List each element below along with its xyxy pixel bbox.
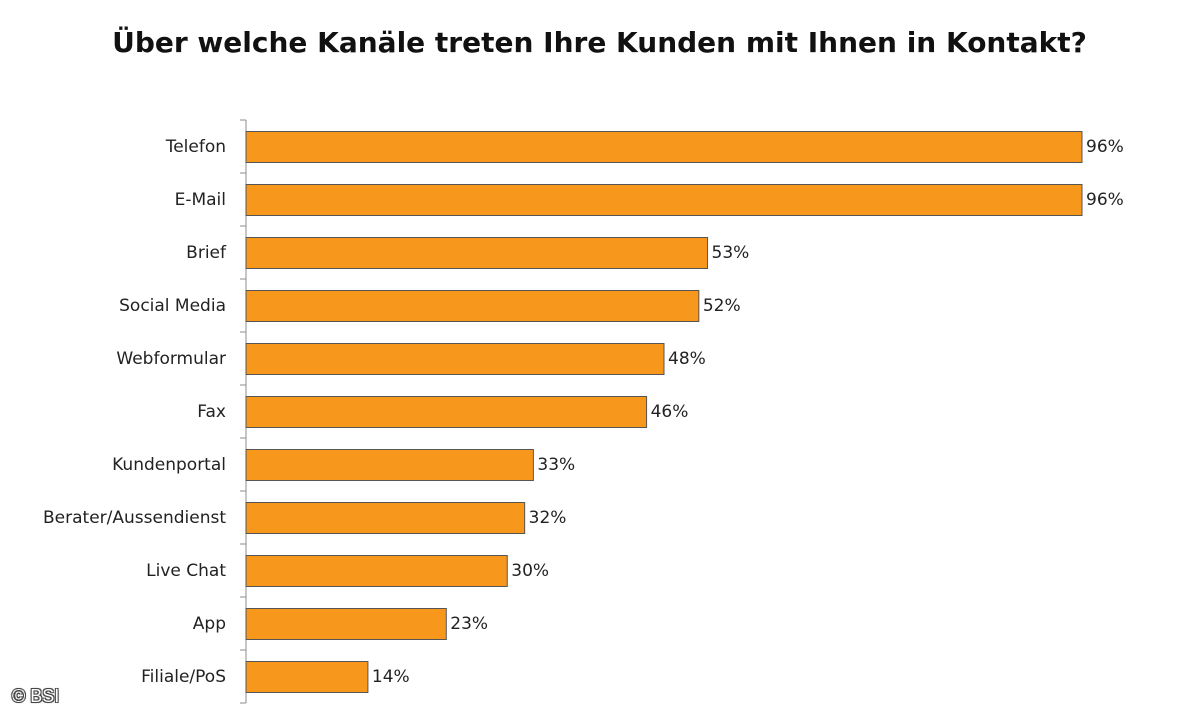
- bar: [245, 396, 648, 428]
- data-label: 14%: [372, 667, 410, 687]
- bar: [245, 449, 534, 481]
- bar: [245, 661, 369, 693]
- bar: [245, 555, 508, 587]
- bar: [245, 184, 1083, 216]
- category-label: Social Media: [119, 296, 226, 316]
- bar: [245, 290, 700, 322]
- category-label: Webformular: [116, 349, 226, 369]
- category-label: App: [193, 614, 226, 634]
- data-label: 46%: [651, 402, 689, 422]
- category-label: Brief: [186, 243, 227, 263]
- data-label: 96%: [1086, 190, 1124, 210]
- bar: [245, 237, 709, 269]
- category-label: Berater/Aussendienst: [43, 508, 226, 528]
- bar: [245, 131, 1083, 163]
- data-label: 53%: [712, 243, 750, 263]
- category-label: Telefon: [165, 137, 226, 157]
- bar: [245, 502, 526, 534]
- category-label: E-Mail: [175, 190, 226, 210]
- data-label: 30%: [511, 561, 549, 581]
- category-label: Live Chat: [146, 561, 226, 581]
- data-label: 48%: [668, 349, 706, 369]
- category-label: Filiale/PoS: [141, 667, 226, 687]
- copyright-notice: © BSI: [12, 686, 60, 706]
- data-label: 52%: [703, 296, 741, 316]
- bar: [245, 343, 665, 375]
- data-label: 33%: [537, 455, 575, 475]
- data-label: 32%: [529, 508, 567, 528]
- bar: [245, 608, 447, 640]
- category-label: Fax: [197, 402, 226, 422]
- data-label: 96%: [1086, 137, 1124, 157]
- data-label: 23%: [450, 614, 488, 634]
- chart-title: Über welche Kanäle treten Ihre Kunden mi…: [112, 26, 1087, 59]
- category-label: Kundenportal: [112, 455, 226, 475]
